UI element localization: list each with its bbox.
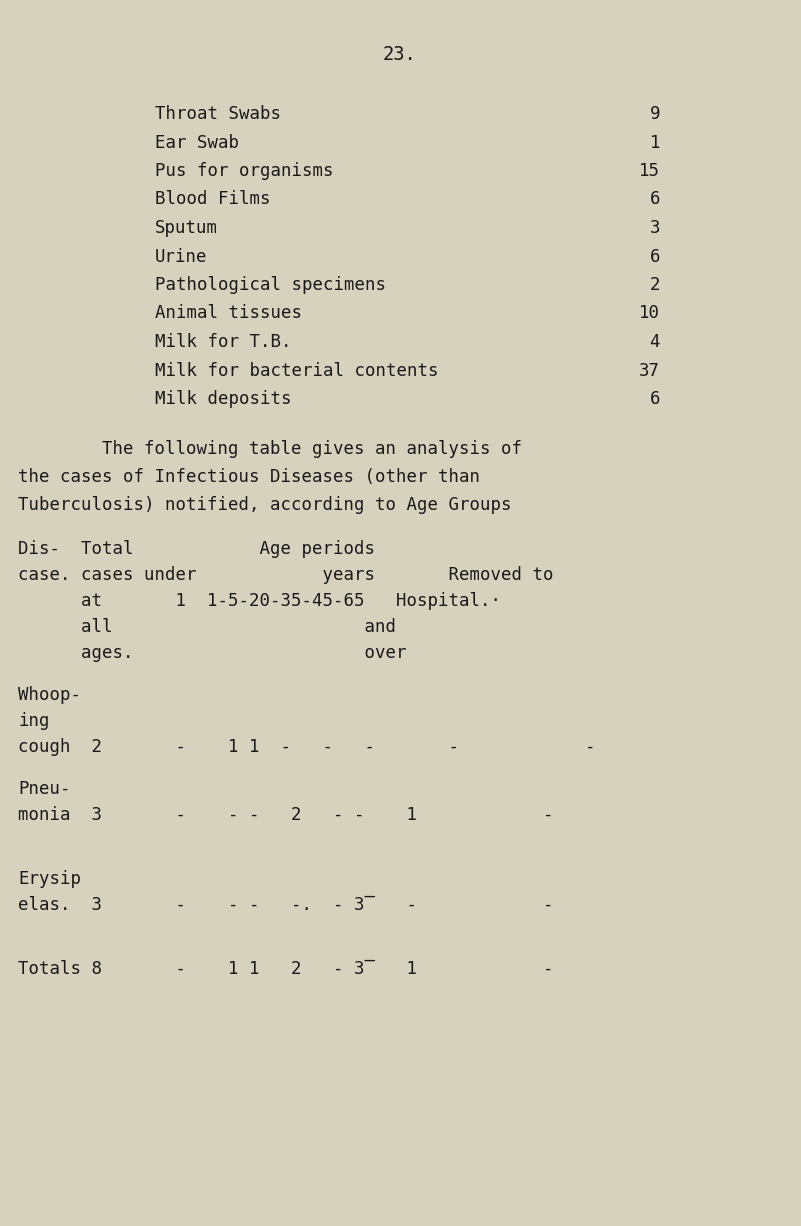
- Text: all                        and: all and: [18, 618, 396, 636]
- Text: 37: 37: [639, 362, 660, 380]
- Text: Pathological specimens: Pathological specimens: [155, 276, 386, 294]
- Text: Pneu-: Pneu-: [18, 780, 70, 798]
- Text: ages.                      over: ages. over: [18, 644, 406, 662]
- Text: case. cases under            years       Removed to: case. cases under years Removed to: [18, 566, 553, 584]
- Text: The following table gives an analysis of: The following table gives an analysis of: [18, 440, 522, 459]
- Text: at       1  1-5-20-35-45-65   Hospital.·: at 1 1-5-20-35-45-65 Hospital.·: [18, 592, 501, 611]
- Text: 15: 15: [639, 162, 660, 180]
- Text: Milk for bacterial contents: Milk for bacterial contents: [155, 362, 438, 380]
- Text: 10: 10: [639, 304, 660, 322]
- Text: Erysip: Erysip: [18, 870, 81, 888]
- Text: 3: 3: [650, 219, 660, 237]
- Text: cough  2       -    1 1  -   -   -       -            -: cough 2 - 1 1 - - - - -: [18, 738, 595, 756]
- Text: the cases of Infectious Diseases (other than: the cases of Infectious Diseases (other …: [18, 468, 480, 485]
- Text: Sputum: Sputum: [155, 219, 218, 237]
- Text: Totals 8       -    1 1   2   - 3̅   1            -: Totals 8 - 1 1 2 - 3̅ 1 -: [18, 960, 553, 978]
- Text: 6: 6: [650, 190, 660, 208]
- Text: Whoop-: Whoop-: [18, 687, 81, 704]
- Text: Tuberculosis) notified, according to Age Groups: Tuberculosis) notified, according to Age…: [18, 497, 512, 514]
- Text: Blood Films: Blood Films: [155, 190, 271, 208]
- Text: 6: 6: [650, 248, 660, 266]
- Text: monia  3       -    - -   2   - -    1            -: monia 3 - - - 2 - - 1 -: [18, 805, 553, 824]
- Text: Dis-  Total            Age periods: Dis- Total Age periods: [18, 539, 375, 558]
- Text: ing: ing: [18, 712, 50, 729]
- Text: Urine: Urine: [155, 248, 207, 266]
- Text: 9: 9: [650, 105, 660, 123]
- Text: 1: 1: [650, 134, 660, 152]
- Text: 23.: 23.: [383, 45, 417, 64]
- Text: 6: 6: [650, 390, 660, 408]
- Text: 4: 4: [650, 333, 660, 351]
- Text: Milk deposits: Milk deposits: [155, 390, 292, 408]
- Text: Ear Swab: Ear Swab: [155, 134, 239, 152]
- Text: 2: 2: [650, 276, 660, 294]
- Text: Pus for organisms: Pus for organisms: [155, 162, 333, 180]
- Text: Milk for T.B.: Milk for T.B.: [155, 333, 292, 351]
- Text: Throat Swabs: Throat Swabs: [155, 105, 281, 123]
- Text: elas.  3       -    - -   -.  - 3̅   -            -: elas. 3 - - - -. - 3̅ - -: [18, 896, 553, 915]
- Text: Animal tissues: Animal tissues: [155, 304, 302, 322]
